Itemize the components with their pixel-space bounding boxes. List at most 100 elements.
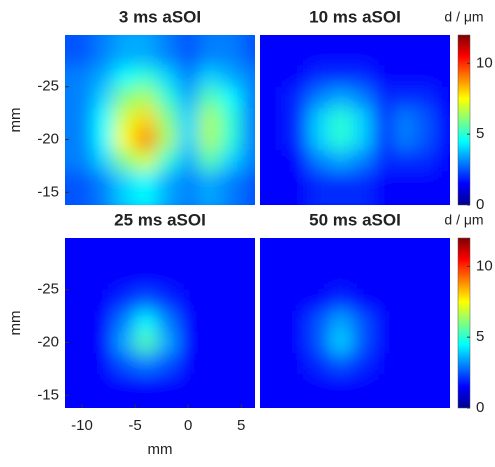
colorbar-label: d / μm: [444, 212, 483, 228]
cell: [92, 374, 115, 408]
cell: [198, 107, 221, 130]
y-axis-label: mm: [7, 108, 24, 133]
cell: [92, 268, 115, 291]
cell: [92, 289, 115, 312]
cell: [287, 107, 310, 130]
cell: [308, 107, 332, 130]
cell: [308, 35, 332, 67]
cell: [156, 289, 179, 312]
cell: [219, 331, 243, 355]
heatmap: [65, 238, 255, 408]
heatmap: [260, 238, 450, 408]
cell: [92, 238, 115, 270]
cell: [113, 107, 137, 130]
cell: [156, 238, 179, 270]
cell: [135, 268, 158, 291]
cell: [241, 171, 255, 205]
cell: [156, 331, 179, 355]
cell: [414, 65, 438, 88]
cell: [260, 86, 289, 109]
cell: [436, 128, 450, 152]
cell: [260, 289, 289, 312]
cell: [330, 171, 353, 205]
cell: [113, 128, 137, 152]
cell: [135, 65, 158, 88]
cell: [135, 107, 158, 130]
colorbar-label: d / μm: [444, 9, 483, 25]
cell: [436, 65, 450, 88]
cell: [260, 238, 289, 270]
cell: [156, 353, 179, 376]
cell: [287, 374, 310, 408]
cell: [436, 35, 450, 67]
cell: [287, 128, 310, 152]
cell: [156, 374, 179, 408]
cell: [436, 310, 450, 333]
cell: [436, 268, 450, 291]
cell: [135, 150, 158, 173]
cell: [393, 86, 416, 109]
cell: [330, 310, 353, 333]
cell: [308, 238, 332, 270]
cell: [177, 65, 200, 88]
cell: [393, 35, 416, 67]
cell: [113, 238, 137, 270]
cell: [287, 86, 310, 109]
colorbar: [457, 34, 471, 206]
cell: [372, 107, 395, 130]
cell: [177, 171, 200, 205]
cell: [330, 150, 353, 173]
cell: [241, 268, 255, 291]
cell: [372, 238, 395, 270]
cell: [156, 128, 179, 152]
cell: [198, 150, 221, 173]
cell: [177, 331, 200, 355]
panel-title: 25 ms aSOI: [114, 210, 206, 229]
heatmap: [260, 35, 450, 205]
cell: [287, 171, 310, 205]
cell: [156, 268, 179, 291]
cell: [177, 238, 200, 270]
cell: [241, 35, 255, 67]
cell: [219, 268, 243, 291]
cell: [393, 171, 416, 205]
cell: [287, 310, 310, 333]
cell: [393, 331, 416, 355]
cell: [372, 86, 395, 109]
colorbar-tick-label: 5: [476, 328, 484, 345]
cell: [330, 128, 353, 152]
cell: [372, 353, 395, 376]
cell: [260, 35, 289, 67]
cell: [287, 238, 310, 270]
cell: [135, 289, 158, 312]
cell: [219, 128, 243, 152]
cell: [177, 128, 200, 152]
cell: [65, 35, 94, 67]
cell: [351, 353, 374, 376]
cell: [330, 268, 353, 291]
cell: [65, 128, 94, 152]
cell: [198, 35, 221, 67]
cell: [113, 289, 137, 312]
cell: [260, 171, 289, 205]
cell: [219, 35, 243, 67]
cell: [414, 310, 438, 333]
cell: [436, 374, 450, 408]
cell: [219, 374, 243, 408]
cell: [219, 310, 243, 333]
cell: [92, 353, 115, 376]
heatmap: [65, 35, 255, 205]
cell: [330, 107, 353, 130]
cell: [287, 35, 310, 67]
y-tick-label: -25: [37, 281, 59, 298]
cell: [65, 107, 94, 130]
y-axis-label: mm: [7, 311, 24, 336]
cell: [351, 238, 374, 270]
cell: [287, 331, 310, 355]
x-tick-label: 5: [237, 417, 245, 434]
cell: [198, 128, 221, 152]
cell: [135, 86, 158, 109]
cell: [156, 150, 179, 173]
cell: [177, 35, 200, 67]
cell: [372, 150, 395, 173]
